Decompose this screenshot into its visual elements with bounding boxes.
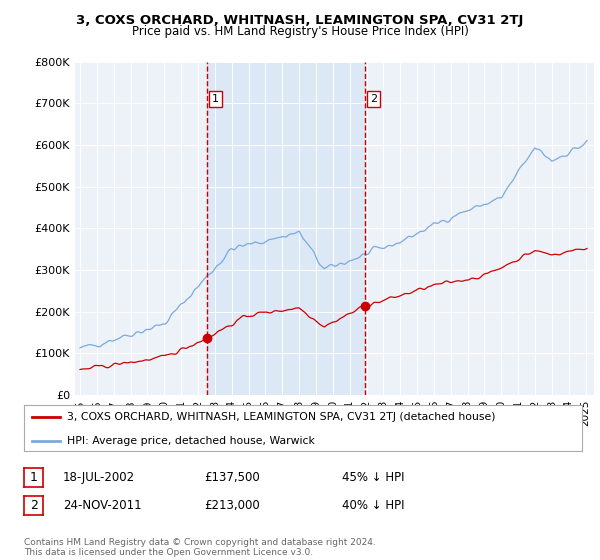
Text: 45% ↓ HPI: 45% ↓ HPI bbox=[342, 470, 404, 484]
Text: Contains HM Land Registry data © Crown copyright and database right 2024.
This d: Contains HM Land Registry data © Crown c… bbox=[24, 538, 376, 557]
Text: £137,500: £137,500 bbox=[204, 470, 260, 484]
Text: 18-JUL-2002: 18-JUL-2002 bbox=[63, 470, 135, 484]
Text: 3, COXS ORCHARD, WHITNASH, LEAMINGTON SPA, CV31 2TJ: 3, COXS ORCHARD, WHITNASH, LEAMINGTON SP… bbox=[76, 14, 524, 27]
Text: 3, COXS ORCHARD, WHITNASH, LEAMINGTON SPA, CV31 2TJ (detached house): 3, COXS ORCHARD, WHITNASH, LEAMINGTON SP… bbox=[67, 412, 496, 422]
Text: 24-NOV-2011: 24-NOV-2011 bbox=[63, 498, 142, 512]
Bar bbox=[207, 62, 365, 395]
Text: £213,000: £213,000 bbox=[204, 498, 260, 512]
Text: 1: 1 bbox=[29, 470, 38, 484]
Text: 2: 2 bbox=[370, 94, 377, 104]
Text: HPI: Average price, detached house, Warwick: HPI: Average price, detached house, Warw… bbox=[67, 436, 315, 446]
Text: Price paid vs. HM Land Registry's House Price Index (HPI): Price paid vs. HM Land Registry's House … bbox=[131, 25, 469, 38]
Text: 2: 2 bbox=[29, 498, 38, 512]
Text: 40% ↓ HPI: 40% ↓ HPI bbox=[342, 498, 404, 512]
Text: 1: 1 bbox=[212, 94, 219, 104]
